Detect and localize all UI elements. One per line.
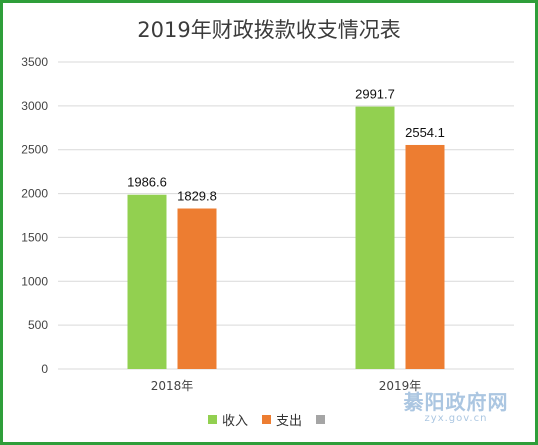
- bar-income: [355, 106, 395, 369]
- legend-item-extra: [316, 415, 330, 424]
- legend: 收入 支出: [0, 410, 538, 429]
- y-tick-label: 1500: [21, 230, 48, 244]
- y-tick-label: 3000: [21, 99, 48, 113]
- y-tick-label: 2000: [21, 187, 48, 201]
- legend-swatch-expense: [262, 415, 271, 424]
- data-label: 1829.8: [177, 189, 217, 204]
- legend-item-expense: 支出: [262, 410, 302, 429]
- legend-item-income: 收入: [207, 410, 248, 429]
- bar-expense: [405, 144, 445, 369]
- data-label: 2991.7: [355, 87, 395, 102]
- bar-income: [127, 194, 167, 369]
- y-tick-label: 2500: [21, 143, 48, 157]
- x-tick-label: 2019年: [379, 379, 422, 393]
- legend-label-income: 收入: [221, 414, 248, 429]
- data-label: 2554.1: [405, 125, 445, 140]
- x-tick-label: 2018年: [151, 379, 194, 393]
- y-tick-label: 500: [28, 318, 48, 332]
- data-label: 1986.6: [127, 175, 167, 190]
- watermark-logo: 綦阳政府网: [403, 390, 509, 414]
- watermark-url: zyx.gov.cn: [424, 413, 488, 424]
- chart-title: 2019年财政拨款收支情况表: [137, 18, 401, 42]
- legend-swatch-extra: [316, 415, 326, 424]
- bar-expense: [177, 208, 217, 369]
- y-tick-label: 1000: [21, 274, 48, 288]
- y-tick-label: 3500: [21, 55, 48, 69]
- legend-label-expense: 支出: [276, 414, 303, 429]
- legend-swatch-income: [207, 415, 217, 424]
- y-tick-label: 0: [41, 362, 48, 376]
- watermark: 綦阳政府网 zyx.gov.cn: [396, 386, 516, 424]
